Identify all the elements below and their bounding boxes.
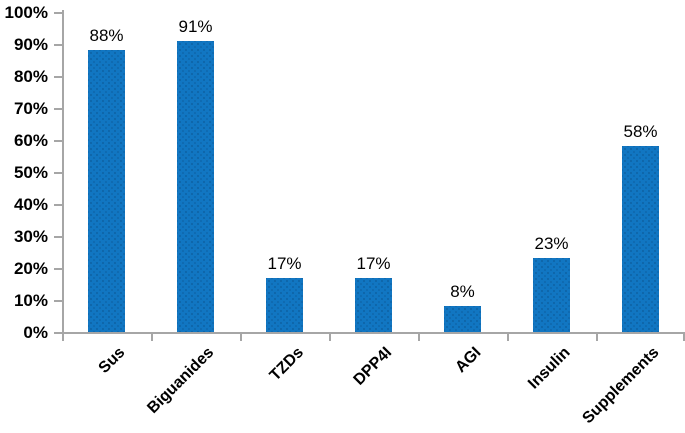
bar-dpp4i bbox=[355, 277, 392, 332]
y-axis-line bbox=[62, 10, 64, 332]
y-tick bbox=[54, 76, 62, 78]
y-tick-label: 70% bbox=[13, 99, 48, 118]
category-label: Insulin bbox=[525, 344, 574, 393]
category-label: Supplements bbox=[579, 344, 663, 428]
y-tick-label: 60% bbox=[13, 131, 48, 150]
bar-biguanides bbox=[177, 40, 214, 332]
bar-insulin bbox=[533, 258, 570, 332]
y-tick bbox=[54, 204, 62, 206]
y-tick bbox=[54, 332, 62, 334]
x-tick bbox=[418, 334, 420, 341]
bar-value-label: 23% bbox=[534, 234, 569, 254]
y-tick bbox=[54, 236, 62, 238]
y-tick bbox=[54, 140, 62, 142]
x-tick bbox=[329, 334, 331, 341]
y-tick-label: 10% bbox=[13, 291, 48, 310]
y-tick bbox=[54, 12, 62, 14]
bar-tzds bbox=[266, 277, 303, 332]
x-tick bbox=[151, 334, 153, 341]
y-tick-label: 30% bbox=[13, 227, 48, 246]
y-tick bbox=[54, 300, 62, 302]
y-tick-label: 80% bbox=[13, 67, 48, 86]
y-tick-label: 50% bbox=[13, 163, 48, 182]
y-tick-label: 20% bbox=[13, 259, 48, 278]
y-tick-label: 90% bbox=[13, 35, 48, 54]
bar-value-label: 58% bbox=[623, 122, 658, 142]
category-label: Sus bbox=[95, 344, 129, 377]
bar-value-label: 91% bbox=[178, 16, 213, 36]
x-tick bbox=[62, 334, 64, 341]
y-tick-label: 100% bbox=[4, 3, 48, 22]
bar-value-label: 17% bbox=[356, 253, 391, 273]
y-tick-label: 0% bbox=[23, 323, 48, 342]
bar-agi bbox=[444, 306, 481, 332]
y-tick bbox=[54, 108, 62, 110]
y-tick bbox=[54, 172, 62, 174]
category-label: Biguanides bbox=[144, 344, 218, 417]
category-label: TZDs bbox=[266, 344, 307, 385]
y-tick bbox=[54, 44, 62, 46]
bar-value-label: 88% bbox=[89, 26, 124, 46]
bar-value-label: 8% bbox=[450, 282, 475, 302]
category-label: DPP4I bbox=[350, 344, 396, 389]
bar-supplements bbox=[622, 146, 659, 332]
x-tick bbox=[596, 334, 598, 341]
y-tick-label: 40% bbox=[13, 195, 48, 214]
x-tick bbox=[240, 334, 242, 341]
x-axis-line bbox=[62, 332, 685, 334]
x-tick bbox=[683, 334, 685, 341]
bar-value-label: 17% bbox=[267, 253, 302, 273]
category-label: AGI bbox=[452, 344, 485, 377]
x-tick bbox=[507, 334, 509, 341]
y-tick bbox=[54, 268, 62, 270]
bar-sus bbox=[88, 50, 125, 332]
